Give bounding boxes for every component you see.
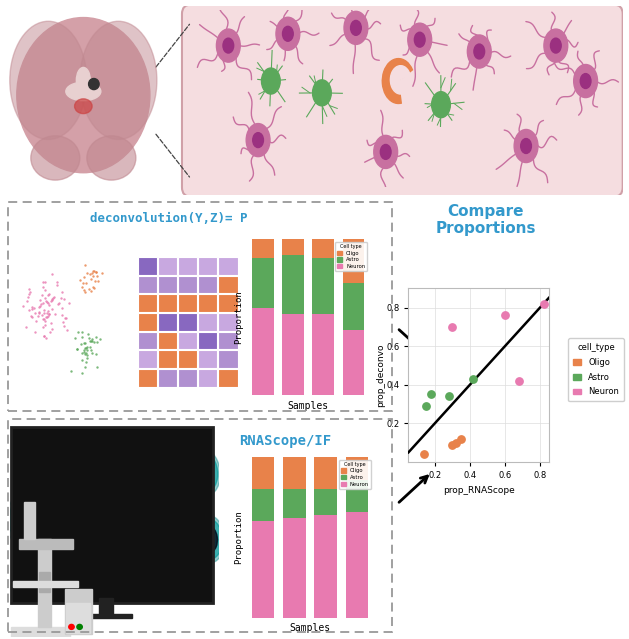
Text: deconvolution(Y,Z)= P: deconvolution(Y,Z)= P (90, 212, 247, 225)
FancyBboxPatch shape (182, 4, 623, 197)
Text: RNAScope/IF: RNAScope/IF (239, 433, 331, 447)
Legend: Oligo, Astro, Neuron: Oligo, Astro, Neuron (568, 338, 624, 401)
Text: Compare
Proportions: Compare Proportions (435, 204, 536, 236)
